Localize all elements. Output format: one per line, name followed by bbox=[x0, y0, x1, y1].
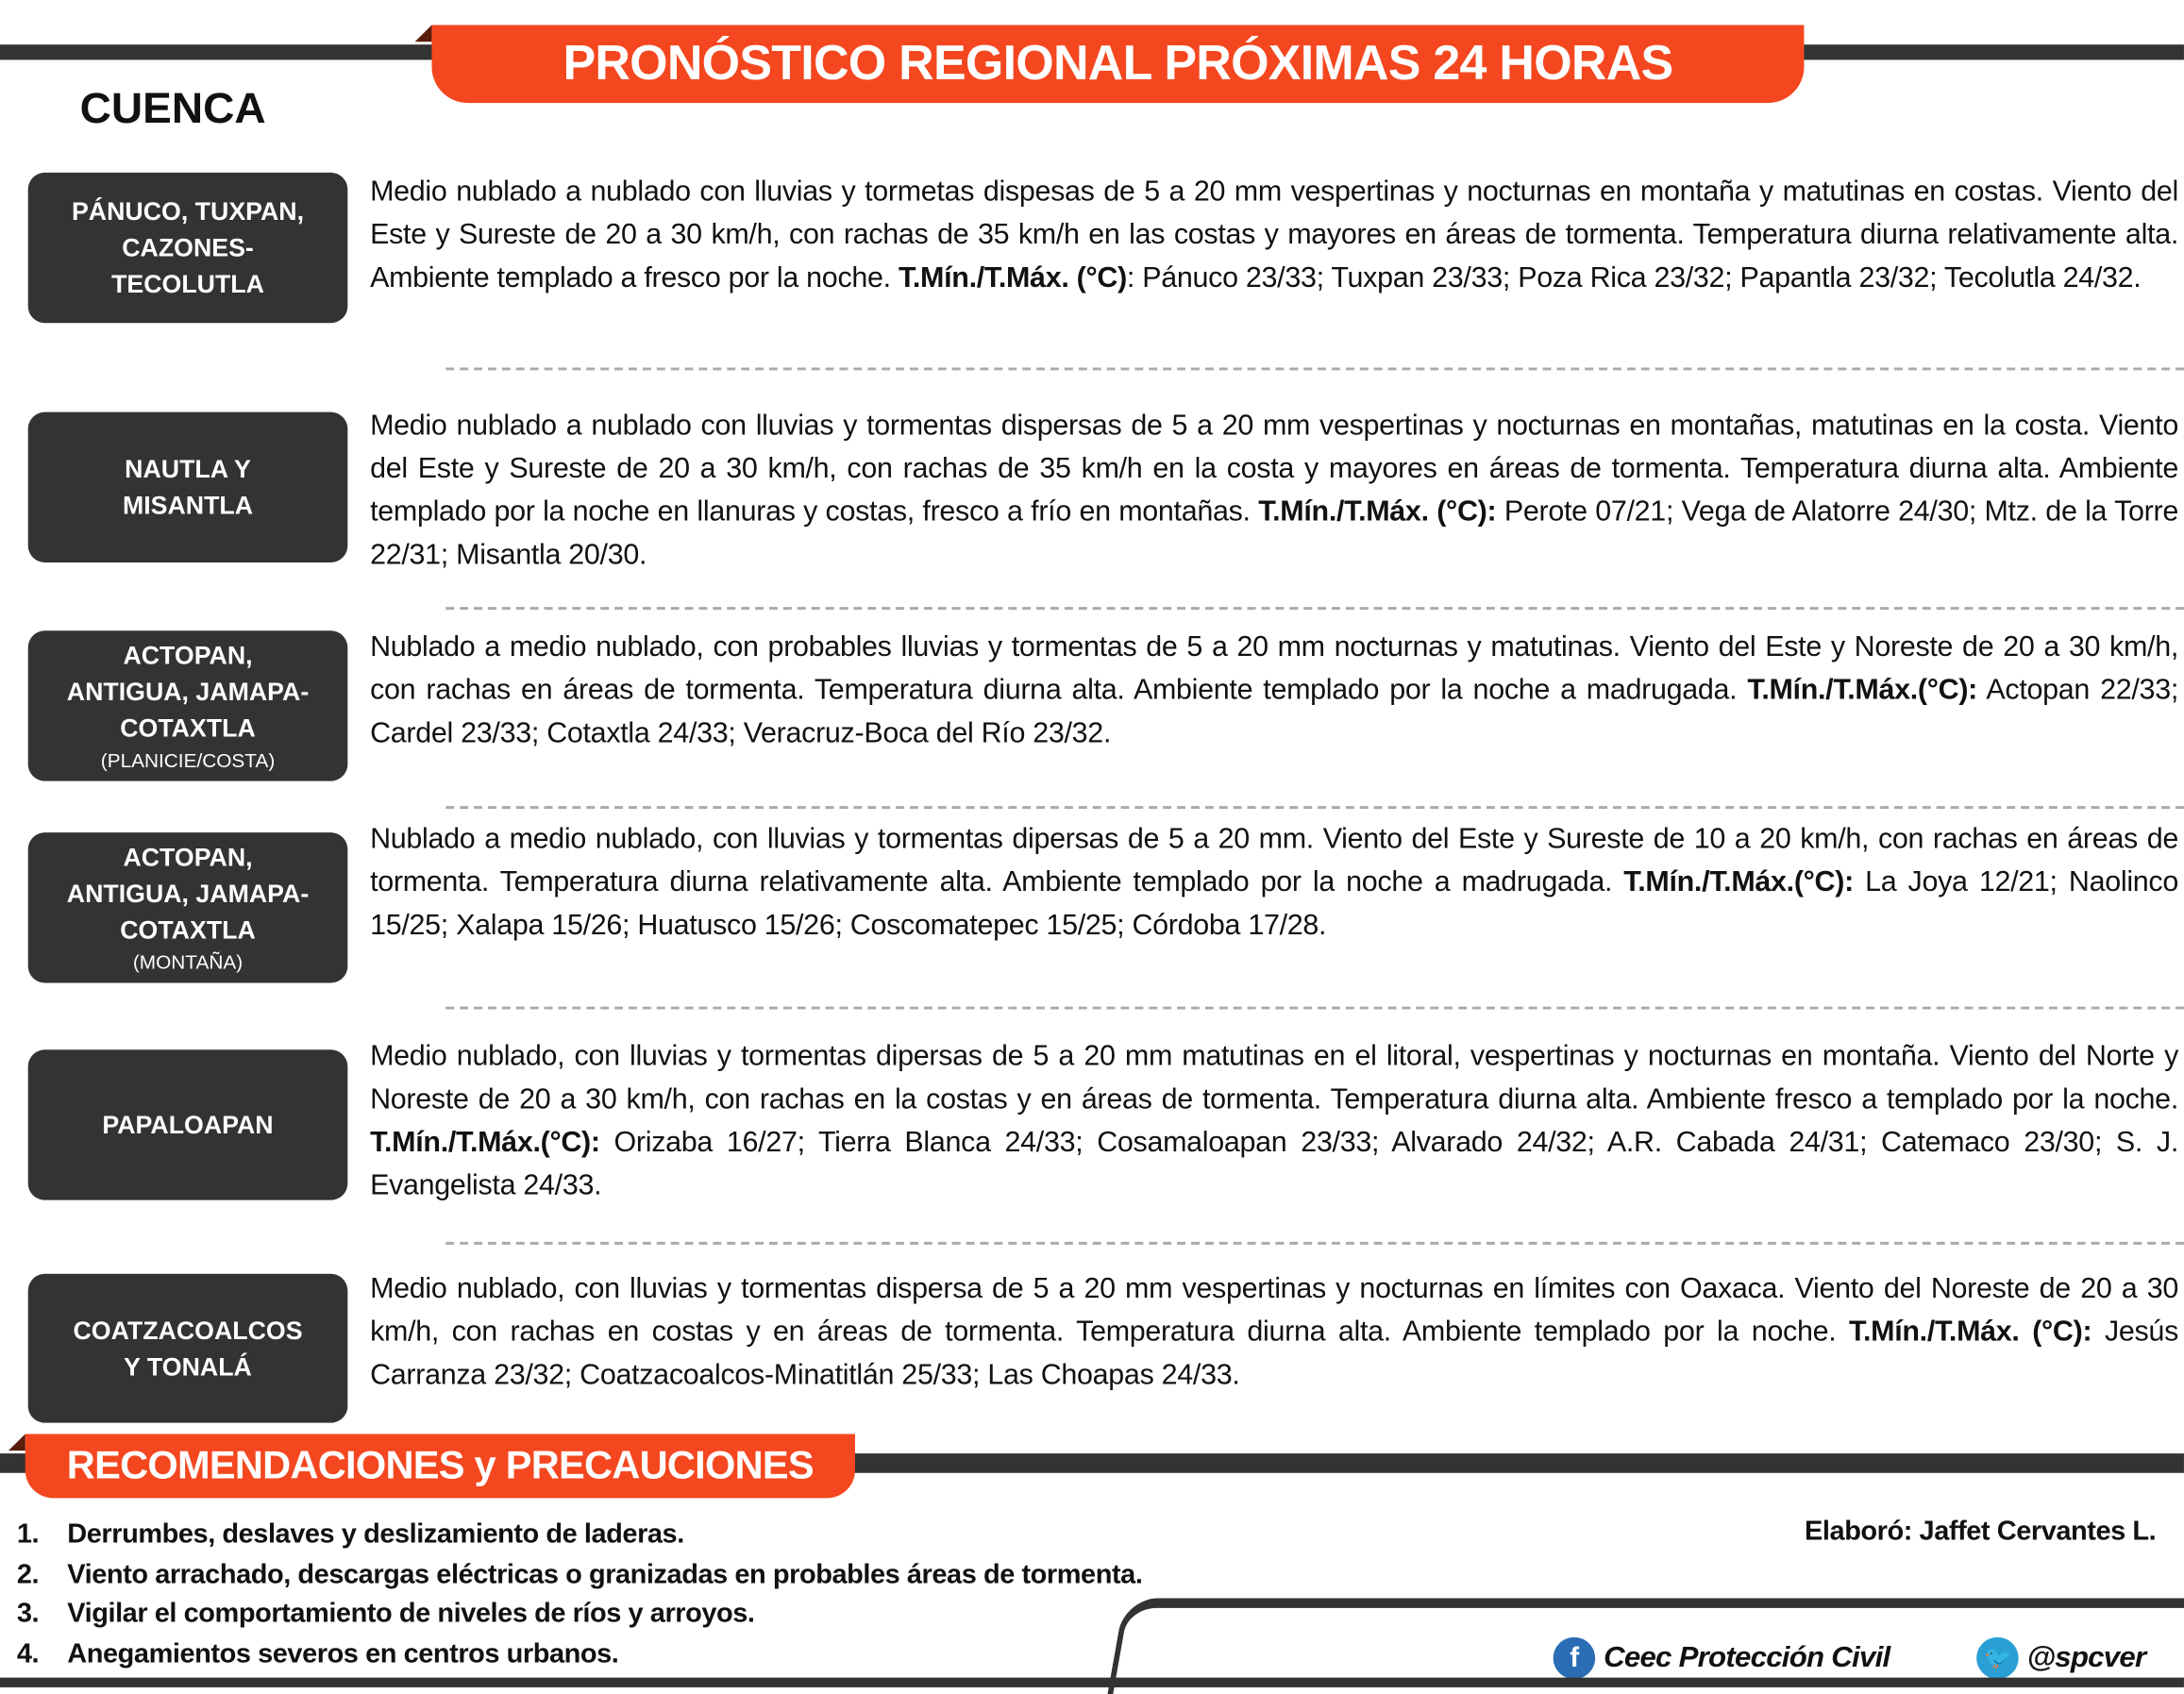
forecast-text: Jesús Carranza 23/32; Coatzacoalcos-Mina… bbox=[370, 1316, 2179, 1391]
basin-label-line: MISANTLA bbox=[122, 491, 254, 520]
basin-forecast: Medio nublado a nublado con lluvias y to… bbox=[370, 404, 2178, 577]
footer-bar bbox=[0, 1677, 2184, 1687]
basin-label-line: COATZACOALCOS bbox=[73, 1316, 303, 1345]
forecast-text: Medio nublado a nublado con lluvias y to… bbox=[370, 175, 2179, 294]
recommendation-item: 2. Viento arrachado, descargas eléctricas… bbox=[17, 1554, 1143, 1594]
basin-forecast: Medio nublado, con lluvias y tormentas d… bbox=[370, 1266, 2178, 1396]
twitter-icon: 🐦 bbox=[1976, 1636, 2019, 1680]
basin-label-line: ANTIGUA, JAMAPA- bbox=[66, 678, 310, 706]
item-text: Vigilar el comportamiento de niveles de … bbox=[67, 1598, 755, 1630]
basin-label-line: ANTIGUA, JAMAPA- bbox=[66, 880, 310, 908]
basin-label-line: COTAXTLA bbox=[120, 713, 256, 743]
forecast-text: La Joya 12/21; Naolinco 15/25; Xalapa 15… bbox=[370, 865, 2179, 942]
twitter-link[interactable]: 🐦 @spcver bbox=[1976, 1636, 2147, 1680]
forecast-temp-label: T.Mín./T.Máx.(°C): bbox=[370, 1126, 600, 1159]
basin-label: ACTOPAN, ANTIGUA, JAMAPA- COTAXTLA (PLANICI… bbox=[27, 630, 348, 781]
basin-label: COATZACOALCOS Y TONALÁ bbox=[27, 1273, 348, 1423]
recommendations-list: 1. Derrumbes, deslaves y deslizamiento de… bbox=[17, 1515, 1143, 1674]
basin-label-line: PÁNUCO, TUXPAN, bbox=[71, 197, 305, 226]
item-text: Viento arrachado, descargas eléctricas o… bbox=[67, 1558, 1143, 1590]
basin-label-line: ACTOPAN, bbox=[123, 843, 253, 872]
forecast-text: Medio nublado a nublado con lluvias y to… bbox=[370, 409, 2179, 528]
basin-label-line: COTAXTLA bbox=[120, 915, 256, 945]
basin-label-line: TECOLUTLA bbox=[111, 270, 264, 298]
basin-label: PÁNUCO, TUXPAN, CAZONES- TECOLUTLA bbox=[27, 172, 348, 324]
basin-forecast: Nublado a medio nublado, con lluvias y t… bbox=[370, 817, 2178, 947]
basin-label-line: PAPALOAPAN bbox=[102, 1111, 274, 1139]
basin-label: PAPALOAPAN bbox=[27, 1049, 348, 1200]
basin-sublabel: (PLANICIE/COSTA) bbox=[100, 748, 276, 772]
item-number: 2. bbox=[16, 1558, 40, 1590]
basin-label-line: ACTOPAN, bbox=[123, 642, 253, 670]
author: Elaboró: Jaffet Cervantes L. bbox=[1805, 1516, 2157, 1547]
basin-label-line: CAZONES- bbox=[122, 233, 254, 262]
recommendations-title: RECOMENDACIONES y PRECAUCIONES bbox=[8, 1434, 855, 1499]
basin-label-line: Y TONALÁ bbox=[124, 1352, 252, 1381]
forecast-text: Medio nublado, con lluvias y tormentas d… bbox=[370, 1272, 2179, 1348]
facebook-label: Ceec Protección Civil bbox=[1604, 1641, 1890, 1674]
recommendation-item: 3. Vigilar el comportamiento de niveles d… bbox=[17, 1594, 1143, 1634]
recommendation-item: 1. Derrumbes, deslaves y deslizamiento de… bbox=[17, 1515, 1143, 1554]
forecast-text: Orizaba 16/27; Tierra Blanca 24/33; Cosa… bbox=[370, 1126, 2179, 1202]
basin-forecast: Medio nublado a nublado con lluvias y to… bbox=[370, 170, 2178, 299]
facebook-icon: f bbox=[1553, 1636, 1596, 1680]
basin-label: NAUTLA Y MISANTLA bbox=[27, 411, 348, 562]
divider bbox=[445, 607, 2184, 611]
basin-label: ACTOPAN, ANTIGUA, JAMAPA- COTAXTLA (MONTAÑA… bbox=[27, 832, 348, 983]
item-number: 3. bbox=[16, 1598, 40, 1630]
forecast-temp-label: T.Mín./T.Máx. (°C) bbox=[898, 261, 1127, 294]
basin-label-line: NAUTLA Y bbox=[125, 455, 251, 483]
forecast-text: Actopan 22/33; Cardel 23/33; Cotaxtla 24… bbox=[370, 673, 2179, 749]
forecast-text: Perote 07/21; Vega de Alatorre 24/30; Mt… bbox=[370, 495, 2179, 571]
twitter-label: @spcver bbox=[2026, 1641, 2147, 1674]
forecast-text: Nublado a medio nublado, con lluvias y t… bbox=[370, 822, 2179, 898]
item-number: 4. bbox=[16, 1637, 40, 1669]
recommendation-item: 4. Anegamientos severos en centros urbano… bbox=[17, 1635, 1143, 1674]
divider bbox=[445, 1241, 2184, 1245]
facebook-link[interactable]: f Ceec Protección Civil bbox=[1553, 1636, 1890, 1680]
divider bbox=[445, 806, 2184, 810]
item-text: Derrumbes, deslaves y deslizamiento de l… bbox=[67, 1518, 684, 1550]
forecast-temp-label: T.Mín./T.Máx.(°C): bbox=[1747, 673, 1978, 706]
basin-sublabel: (MONTAÑA) bbox=[132, 950, 244, 974]
divider bbox=[445, 1006, 2184, 1010]
forecast-text: Medio nublado, con lluvias y tormentas d… bbox=[370, 1039, 2179, 1115]
divider bbox=[445, 367, 2184, 371]
item-number: 1. bbox=[16, 1518, 40, 1550]
basin-forecast: Nublado a medio nublado, con probables l… bbox=[370, 625, 2178, 754]
forecast-temp-label: T.Mín./T.Máx. (°C): bbox=[1258, 495, 1497, 528]
item-text: Anegamientos severos en centros urbanos. bbox=[67, 1637, 619, 1669]
column-label: CUENCA bbox=[79, 83, 266, 133]
forecast-text: : Pánuco 23/33; Tuxpan 23/33; Poza Rica … bbox=[1126, 261, 2142, 294]
page-title: PRONÓSTICO REGIONAL PRÓXIMAS 24 HORAS bbox=[414, 25, 1805, 104]
forecast-temp-label: T.Mín./T.Máx. (°C): bbox=[1849, 1316, 2092, 1348]
forecast-temp-label: T.Mín./T.Máx.(°C): bbox=[1623, 865, 1854, 898]
basin-forecast: Medio nublado, con lluvias y tormentas d… bbox=[370, 1034, 2178, 1207]
forecast-text: Nublado a medio nublado, con probables l… bbox=[370, 630, 2179, 706]
